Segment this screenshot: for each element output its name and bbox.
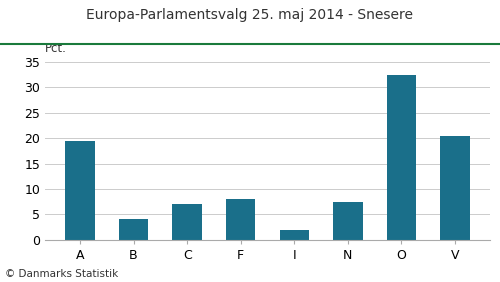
Bar [280, 230, 309, 240]
Text: Pct.: Pct. [45, 42, 67, 55]
Bar [333, 202, 362, 240]
Bar [119, 219, 148, 240]
Text: © Danmarks Statistik: © Danmarks Statistik [5, 269, 118, 279]
Bar [386, 75, 416, 240]
Bar [440, 136, 470, 240]
Bar [172, 204, 202, 240]
Bar [226, 199, 256, 240]
Text: Europa-Parlamentsvalg 25. maj 2014 - Snesere: Europa-Parlamentsvalg 25. maj 2014 - Sne… [86, 8, 413, 23]
Bar [65, 141, 94, 240]
